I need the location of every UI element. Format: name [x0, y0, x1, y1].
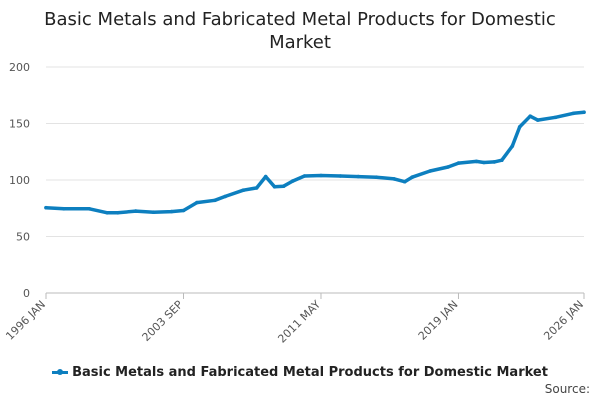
chart-title-line-2: Market: [269, 32, 331, 53]
data-point[interactable]: [195, 200, 199, 205]
data-point[interactable]: [281, 184, 286, 188]
gridlines: [46, 66, 584, 237]
data-point[interactable]: [223, 194, 228, 199]
data-point[interactable]: [169, 209, 174, 214]
data-point[interactable]: [181, 208, 186, 213]
x-tick-label: 2003 SEP: [140, 298, 186, 344]
data-point[interactable]: [402, 179, 407, 184]
data-point[interactable]: [582, 110, 586, 114]
data-point[interactable]: [302, 174, 307, 178]
source-label: Source:: [544, 382, 590, 396]
data-point[interactable]: [115, 211, 120, 215]
data-point[interactable]: [500, 158, 504, 162]
data-point[interactable]: [528, 114, 532, 118]
data-point[interactable]: [553, 115, 558, 120]
y-tick-label: 100: [9, 174, 30, 187]
axes: [45, 292, 585, 299]
data-point[interactable]: [87, 207, 92, 211]
data-point[interactable]: [263, 174, 268, 179]
data-point[interactable]: [213, 198, 217, 203]
series-line-0[interactable]: [44, 110, 586, 215]
data-point[interactable]: [474, 159, 479, 164]
y-tick-label: 50: [16, 231, 30, 244]
data-point[interactable]: [319, 173, 323, 178]
y-tick-label: 150: [9, 118, 30, 131]
y-tick-label: 200: [9, 61, 30, 74]
data-point[interactable]: [456, 161, 461, 165]
series-layer: [44, 110, 586, 215]
data-point[interactable]: [446, 165, 450, 169]
data-point[interactable]: [356, 174, 361, 179]
data-point[interactable]: [428, 169, 432, 173]
data-point[interactable]: [517, 125, 522, 129]
y-axis-tick-labels: 0 50 100 150 200: [9, 61, 30, 300]
data-point[interactable]: [492, 160, 497, 164]
data-point[interactable]: [510, 144, 515, 148]
chart-title-line-1: Basic Metals and Fabricated Metal Produc…: [44, 9, 556, 30]
data-point[interactable]: [374, 175, 379, 179]
data-point[interactable]: [571, 111, 576, 116]
legend[interactable]: Basic Metals and Fabricated Metal Produc…: [0, 365, 600, 380]
x-tick-label: 2026 JAN: [541, 298, 586, 343]
data-point[interactable]: [392, 177, 397, 181]
data-point[interactable]: [410, 175, 414, 179]
x-axis-tick-labels: 1996 JAN 2003 SEP 2011 MAY 2019 JAN 2026 JAN: [3, 298, 586, 346]
legend-label: Basic Metals and Fabricated Metal Produc…: [72, 365, 548, 380]
data-point[interactable]: [105, 211, 110, 215]
x-tick-label: 1996 JAN: [3, 298, 48, 343]
data-point[interactable]: [290, 179, 295, 183]
data-point[interactable]: [44, 205, 48, 210]
data-point[interactable]: [133, 209, 138, 213]
data-point[interactable]: [338, 174, 343, 178]
data-point[interactable]: [535, 118, 540, 122]
data-point[interactable]: [482, 160, 486, 165]
data-point[interactable]: [254, 186, 259, 190]
y-tick-label: 0: [23, 287, 30, 300]
x-tick-label: 2019 JAN: [416, 298, 461, 343]
data-point[interactable]: [241, 188, 246, 192]
data-point[interactable]: [272, 185, 277, 189]
chart-title: Basic Metals and Fabricated Metal Produc…: [0, 8, 600, 54]
x-tick-label: 2011 MAY: [275, 298, 323, 346]
data-point[interactable]: [151, 210, 156, 214]
legend-swatch-icon: [52, 369, 69, 375]
data-point[interactable]: [62, 207, 66, 211]
